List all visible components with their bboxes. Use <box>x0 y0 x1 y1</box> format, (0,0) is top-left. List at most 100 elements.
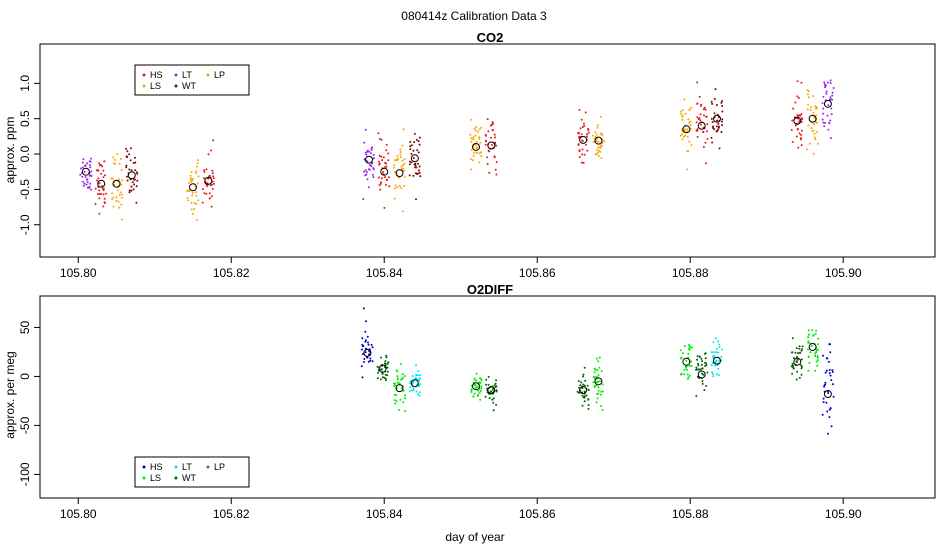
data-point <box>393 393 396 396</box>
data-point <box>191 213 194 216</box>
data-point <box>208 192 211 195</box>
data-point <box>792 357 795 360</box>
cluster-mean-marker <box>363 348 372 357</box>
data-point <box>414 377 417 380</box>
data-point <box>95 179 98 182</box>
data-point <box>587 398 590 401</box>
data-point <box>189 180 192 183</box>
data-point <box>419 374 422 376</box>
data-point <box>211 187 214 190</box>
data-point <box>689 124 692 126</box>
data-point <box>815 114 818 117</box>
data-point <box>364 330 367 333</box>
data-point <box>197 159 199 162</box>
legend-entry-label: LP <box>214 70 225 80</box>
data-point <box>795 135 798 138</box>
data-point <box>597 146 600 149</box>
legend-swatch <box>142 84 146 88</box>
data-point <box>395 394 398 397</box>
data-point <box>701 363 703 366</box>
data-point <box>103 174 106 177</box>
data-point <box>831 371 834 373</box>
data-point <box>475 140 478 143</box>
y-tick-label: -1.0 <box>18 214 32 235</box>
data-point <box>706 123 709 126</box>
cluster-mean-marker <box>127 171 136 180</box>
data-point <box>380 177 383 180</box>
data-point <box>806 108 809 111</box>
data-point <box>800 144 803 147</box>
data-point <box>495 385 498 388</box>
data-point <box>102 189 105 192</box>
data-point <box>403 158 406 161</box>
data-point <box>196 182 199 185</box>
data-point <box>688 121 691 124</box>
o2diff-panel-title: O2DIFF <box>467 282 513 297</box>
data-point <box>126 175 128 178</box>
cluster-mean-marker <box>808 114 817 123</box>
data-point <box>392 382 395 385</box>
data-point <box>372 176 375 179</box>
data-point <box>490 390 493 393</box>
x-tick-label: 105.80 <box>60 507 97 521</box>
data-point <box>492 409 495 412</box>
data-point <box>710 100 713 103</box>
data-point <box>596 140 599 143</box>
data-point <box>364 320 367 323</box>
data-point <box>417 393 420 395</box>
data-point <box>399 156 402 159</box>
data-point <box>398 409 401 411</box>
data-point <box>811 329 813 332</box>
data-point <box>687 118 690 121</box>
data-point <box>831 91 834 94</box>
data-point <box>82 158 85 161</box>
data-point <box>821 118 824 121</box>
cluster-mean-marker <box>712 114 721 123</box>
x-axis-label: day of year <box>445 530 504 544</box>
data-point <box>90 174 93 177</box>
data-point <box>597 360 600 363</box>
data-point <box>362 307 365 310</box>
data-point <box>831 94 834 97</box>
data-point <box>713 128 716 131</box>
data-point <box>408 174 411 177</box>
data-point <box>717 128 719 131</box>
data-point <box>380 356 383 359</box>
figure-title: 080414z Calibration Data 3 <box>401 9 547 23</box>
data-point <box>817 348 819 351</box>
data-point <box>695 366 698 369</box>
data-point <box>187 182 190 184</box>
data-point <box>118 162 121 165</box>
data-point <box>586 384 589 387</box>
x-tick-label: 105.86 <box>519 507 556 521</box>
y-tick-label: -0.5 <box>18 179 32 200</box>
data-point <box>721 100 724 103</box>
data-point <box>600 370 603 373</box>
data-point <box>797 97 800 99</box>
data-point <box>477 130 479 133</box>
data-point <box>130 185 133 188</box>
data-point <box>130 169 133 172</box>
data-point <box>98 189 101 192</box>
data-point <box>403 185 406 187</box>
data-point <box>418 165 421 168</box>
data-point <box>417 374 420 377</box>
data-point <box>705 362 708 365</box>
data-point <box>812 95 815 97</box>
data-point <box>688 364 691 367</box>
data-point <box>400 165 403 168</box>
data-point <box>599 147 602 149</box>
data-point <box>475 126 478 128</box>
data-point <box>394 384 397 387</box>
data-point <box>696 355 699 357</box>
data-point <box>98 197 101 200</box>
data-point <box>117 189 120 192</box>
data-point <box>696 102 699 105</box>
data-point <box>795 347 798 350</box>
data-point <box>394 184 397 187</box>
data-point <box>697 364 700 367</box>
data-point <box>381 373 384 375</box>
data-point <box>385 356 388 359</box>
data-point <box>813 132 816 135</box>
